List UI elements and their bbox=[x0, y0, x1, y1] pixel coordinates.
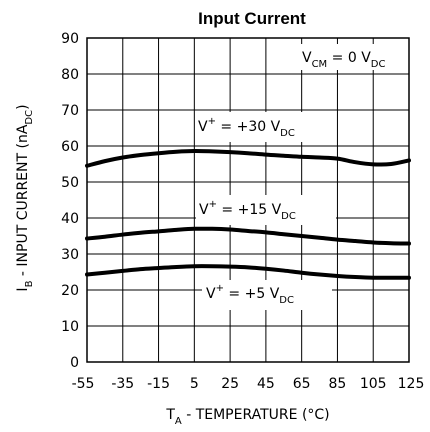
y-tick-labels: 0 10 20 30 40 50 60 70 80 90 bbox=[61, 31, 79, 371]
plot-frame bbox=[86, 37, 410, 363]
series-label-15v: V+ = +15 VDC bbox=[199, 199, 296, 222]
series-line-30v bbox=[85, 149, 411, 168]
x-tick-label: -35 bbox=[111, 376, 134, 392]
x-tick-label: -15 bbox=[147, 376, 170, 392]
x-tick-label: 125 bbox=[398, 376, 425, 392]
y-tick-label: 0 bbox=[70, 355, 79, 371]
x-tick-label: 85 bbox=[329, 376, 347, 392]
series-label-30v: V+ = +30 VDC bbox=[198, 116, 295, 139]
series-line-5v bbox=[85, 264, 411, 280]
y-tick-label: 40 bbox=[61, 211, 79, 227]
series-label-bg-2 bbox=[196, 195, 336, 225]
y-tick-label: 30 bbox=[61, 247, 79, 263]
series-line-15v bbox=[85, 226, 411, 246]
y-tick-label: 60 bbox=[61, 139, 79, 155]
x-tick-label: 5 bbox=[190, 376, 199, 392]
x-tick-labels: -55 -35 -15 5 25 45 65 85 105 125 bbox=[72, 376, 425, 392]
y-tick-label: 10 bbox=[61, 319, 79, 335]
x-tick-label: 65 bbox=[293, 376, 311, 392]
y-tick-label: 70 bbox=[61, 103, 79, 119]
series-label-bg-1 bbox=[196, 112, 336, 142]
y-tick-label: 50 bbox=[61, 175, 79, 191]
x-tick-label: 45 bbox=[257, 376, 275, 392]
condition-label: VCM = 0 VDC bbox=[302, 50, 385, 70]
condition-bg bbox=[300, 44, 404, 70]
series-label-bg-3 bbox=[202, 280, 332, 310]
x-tick-label: 105 bbox=[360, 376, 387, 392]
y-tick-label: 90 bbox=[61, 31, 79, 47]
series-label-5v: V+ = +5 VDC bbox=[206, 283, 294, 306]
y-axis-label: IB - INPUT CURRENT (nADC) bbox=[15, 104, 35, 291]
series-lines bbox=[85, 149, 411, 280]
x-axis-label: TA - TEMPERATURE (°C) bbox=[165, 407, 329, 427]
x-tick-label: -55 bbox=[72, 376, 95, 392]
chart-title: Input Current bbox=[198, 9, 306, 28]
x-tick-label: 25 bbox=[221, 376, 239, 392]
y-tick-label: 80 bbox=[61, 67, 79, 83]
y-tick-label: 20 bbox=[61, 283, 79, 299]
series-labels: V+ = +30 VDC V+ = +15 VDC V+ = +5 VDC bbox=[196, 112, 336, 310]
